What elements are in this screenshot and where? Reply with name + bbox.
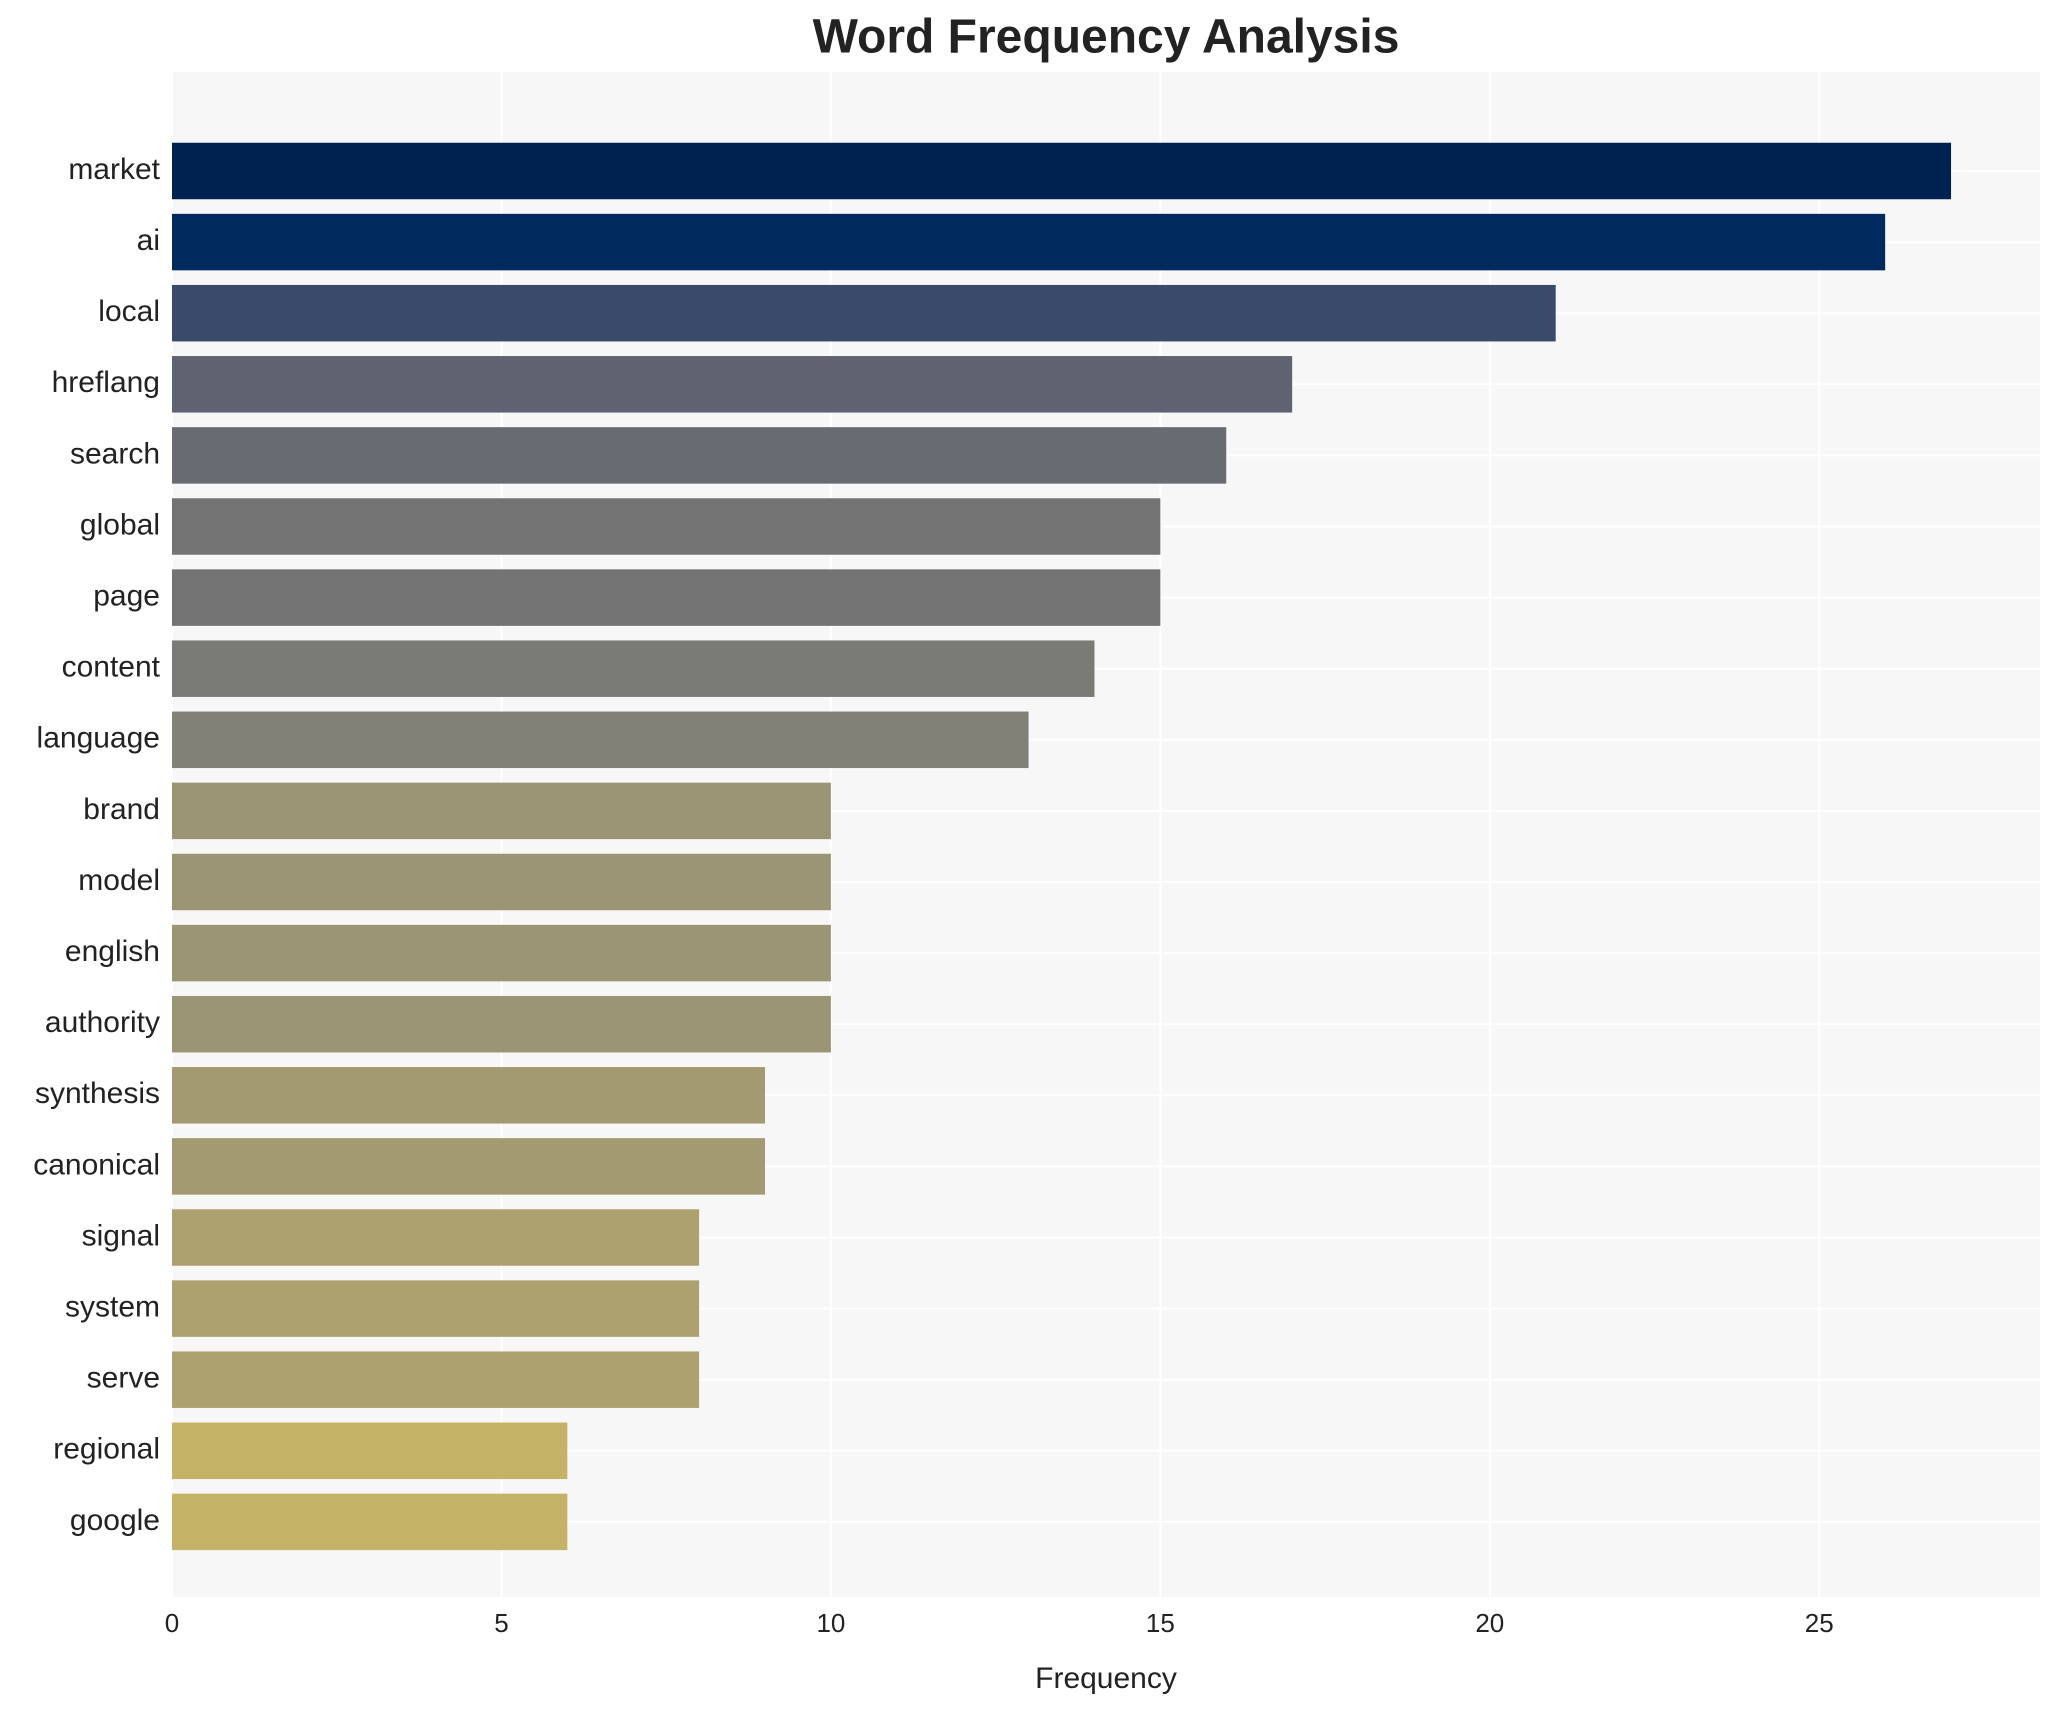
y-tick-label: search (70, 437, 160, 470)
y-tick-label: model (78, 864, 160, 897)
bar (172, 284, 1556, 342)
bar (172, 1209, 700, 1266)
y-tick-label: google (70, 1504, 160, 1537)
bar (172, 782, 831, 840)
bar (172, 1067, 766, 1124)
y-tick-label: content (62, 651, 161, 684)
y-tick-label: ai (137, 224, 160, 257)
bar (172, 1351, 700, 1408)
y-tick-label: hreflang (52, 366, 160, 399)
y-tick-label: market (68, 153, 160, 186)
bar (172, 498, 1161, 555)
bar (172, 1280, 700, 1337)
bar (172, 427, 1227, 484)
y-tick-label: language (37, 722, 160, 755)
y-tick-label: global (80, 508, 160, 541)
x-axis-label: Frequency (1035, 1662, 1177, 1695)
bar (172, 1138, 766, 1195)
x-tick-label: 10 (816, 1608, 845, 1638)
bar (172, 924, 831, 982)
bar (172, 142, 1952, 200)
bar (172, 711, 1029, 769)
y-tick-label: synthesis (35, 1077, 160, 1110)
bar (172, 853, 831, 911)
y-tick-label: authority (45, 1006, 160, 1039)
y-tick-label: english (65, 935, 160, 968)
y-tick-label: serve (87, 1362, 160, 1395)
x-tick-label: 0 (165, 1608, 179, 1638)
chart-title: Word Frequency Analysis (813, 11, 1400, 64)
x-tick-label: 5 (494, 1608, 508, 1638)
bar (172, 356, 1293, 413)
bar (172, 995, 831, 1053)
y-tick-label: page (93, 580, 160, 613)
y-tick-label: regional (53, 1433, 160, 1466)
x-tick-label: 25 (1805, 1608, 1834, 1638)
y-tick-label: signal (82, 1219, 160, 1252)
bar (172, 640, 1095, 697)
bar (172, 213, 1886, 271)
y-tick-label: canonical (33, 1148, 160, 1181)
y-tick-label: local (98, 295, 160, 328)
y-tick-label: brand (83, 793, 160, 826)
x-tick-label: 20 (1475, 1608, 1504, 1638)
bar (172, 1493, 568, 1551)
x-tick-label: 15 (1146, 1608, 1175, 1638)
bar (172, 1422, 568, 1480)
y-tick-label: system (65, 1291, 160, 1324)
bar (172, 569, 1161, 626)
